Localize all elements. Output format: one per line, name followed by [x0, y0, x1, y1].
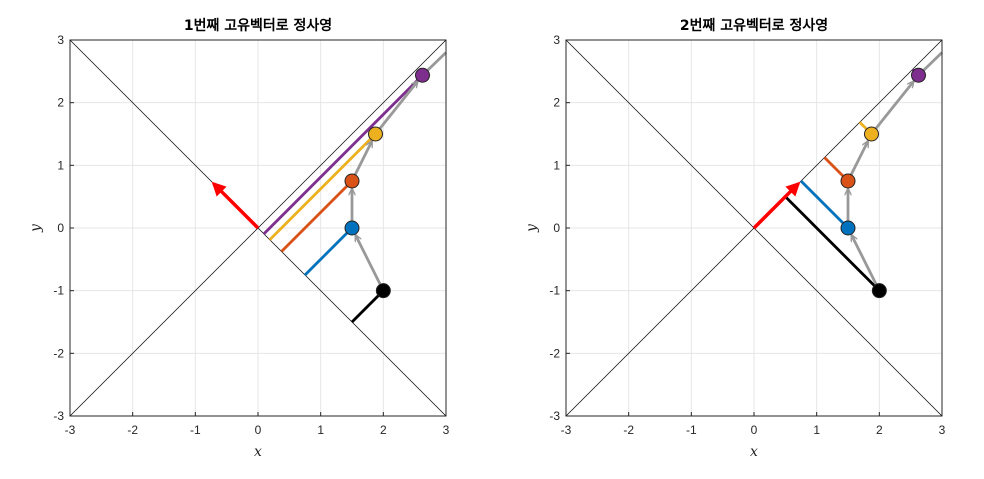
- y-tick-label: -2: [53, 346, 64, 360]
- state-point: [840, 220, 856, 236]
- y-tick-label: 3: [553, 33, 560, 47]
- x-tick-label: -1: [190, 423, 201, 437]
- projection-line: [800, 180, 849, 229]
- y-ticks: -3 -2 -1 0 1 2 3: [53, 33, 74, 423]
- y-tick-label: 1: [57, 158, 64, 172]
- projection-line: [280, 180, 353, 253]
- x-tick-label: 1: [317, 423, 324, 437]
- state-point: [415, 67, 430, 83]
- y-tick-label: -3: [53, 409, 64, 423]
- projection-line: [268, 133, 377, 241]
- y-tick-label: -1: [53, 284, 64, 298]
- trajectory-arrow: [354, 235, 385, 292]
- x-tick-label: 1: [813, 423, 820, 437]
- x-ticks: -3 -2 -1 0 1 2 3: [65, 412, 450, 437]
- x-tick-label: 3: [939, 423, 946, 437]
- state-points: [344, 67, 430, 299]
- projection-line: [304, 227, 353, 276]
- eigenvector-arrow-line: [752, 181, 801, 230]
- x-tick-label: 0: [751, 423, 758, 437]
- y-axis-label: y: [28, 223, 44, 233]
- x-tick-label: -2: [127, 423, 138, 437]
- x-tick-label: 0: [255, 423, 262, 437]
- projection-lines: [262, 74, 424, 323]
- y-tick-label: -2: [549, 346, 560, 360]
- x-tick-label: 2: [380, 423, 387, 437]
- state-point: [344, 173, 360, 189]
- state-point: [911, 67, 926, 83]
- state-point: [864, 126, 879, 142]
- projection-line: [784, 195, 881, 292]
- eigenvector-arrow-line: [211, 181, 260, 230]
- plot-panel-2: 2번째 고유벡터로 정사영 -3 -2 -1 0 1 2 3 -3 -2 -1 0 1 2 3 x y: [524, 17, 946, 460]
- x-tick-label: 3: [443, 423, 450, 437]
- y-tick-label: 2: [57, 96, 64, 110]
- x-axis-label: x: [750, 444, 758, 460]
- x-tick-label: -2: [623, 423, 634, 437]
- x-tick-label: -3: [561, 423, 572, 437]
- chart-title: 2번째 고유벡터로 정사영: [680, 17, 828, 34]
- trajectory-arrow: [374, 81, 418, 135]
- y-tick-label: 1: [553, 158, 560, 172]
- eigenvector-arrow: [211, 181, 260, 230]
- y-tick-label: 0: [553, 221, 560, 235]
- x-ticks: -3 -2 -1 0 1 2 3: [561, 412, 946, 437]
- state-point: [840, 173, 856, 189]
- state-point: [375, 283, 391, 299]
- plot-panel-1: 1번째 고유벡터로 정사영 -3 -2 -1 0 1 2 3 -3 -2 -1 0 1 2 3 x y: [28, 17, 450, 460]
- state-point: [368, 126, 383, 142]
- y-tick-label: 0: [57, 221, 64, 235]
- y-ticks: -3 -2 -1 0 1 2 3: [549, 33, 570, 423]
- y-tick-label: -1: [549, 284, 560, 298]
- x-tick-label: -3: [65, 423, 76, 437]
- trajectory-arrow: [850, 235, 881, 292]
- eigenvector-arrow: [752, 181, 801, 230]
- trajectory-arrow: [870, 81, 914, 135]
- x-axis-label: x: [254, 444, 262, 460]
- x-tick-label: -1: [686, 423, 697, 437]
- y-tick-label: -3: [549, 409, 560, 423]
- x-tick-label: 2: [876, 423, 883, 437]
- y-tick-label: 2: [553, 96, 560, 110]
- y-axis-label: y: [524, 223, 540, 233]
- state-points: [840, 67, 926, 299]
- chart-title: 1번째 고유벡터로 정사영: [184, 17, 332, 34]
- y-tick-label: 3: [57, 33, 64, 47]
- state-point: [344, 220, 360, 236]
- state-point: [871, 283, 887, 299]
- projection-line: [262, 74, 424, 235]
